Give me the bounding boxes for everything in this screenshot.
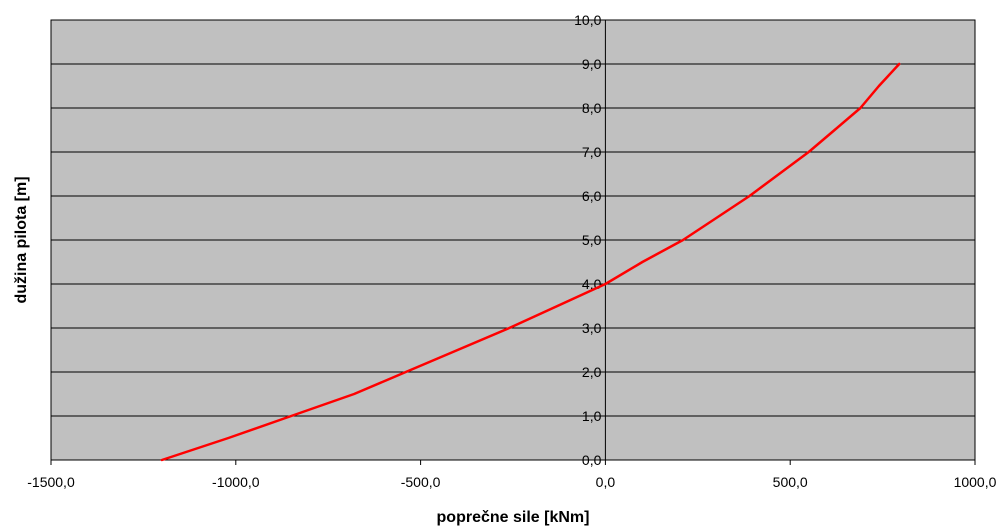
y-axis-title: dužina pilota [m] xyxy=(13,176,30,303)
y-tick-label: 9,0 xyxy=(582,56,602,72)
grid-lines xyxy=(51,63,975,417)
y-tick-label: 0,0 xyxy=(582,452,602,468)
y-tick-label: 10,0 xyxy=(574,12,601,28)
x-tick-label: -1500,0 xyxy=(27,474,75,490)
x-tick-labels: -1500,0 -1000,0 -500,0 0,0 500,0 1000,0 xyxy=(27,460,997,490)
x-tick-label: -500,0 xyxy=(401,474,441,490)
y-tick-label: 5,0 xyxy=(582,232,602,248)
x-axis-title: poprečne sile [kNm] xyxy=(437,509,590,526)
y-tick-label: 2,0 xyxy=(582,364,602,380)
x-tick-label: 1000,0 xyxy=(954,474,997,490)
x-tick-label: 0,0 xyxy=(596,474,616,490)
x-tick-label: 500,0 xyxy=(773,474,808,490)
y-tick-label: 3,0 xyxy=(582,320,602,336)
y-tick-labels: 0,01,02,03,04,05,06,07,08,09,010,0 xyxy=(574,12,606,468)
y-tick-label: 6,0 xyxy=(582,188,602,204)
y-tick-label: 7,0 xyxy=(582,144,602,160)
series-layer xyxy=(160,62,901,462)
x-tick-label: -1000,0 xyxy=(212,474,260,490)
series-line xyxy=(160,62,901,462)
y-tick-label: 1,0 xyxy=(582,408,602,424)
y-tick-label: 8,0 xyxy=(582,100,602,116)
